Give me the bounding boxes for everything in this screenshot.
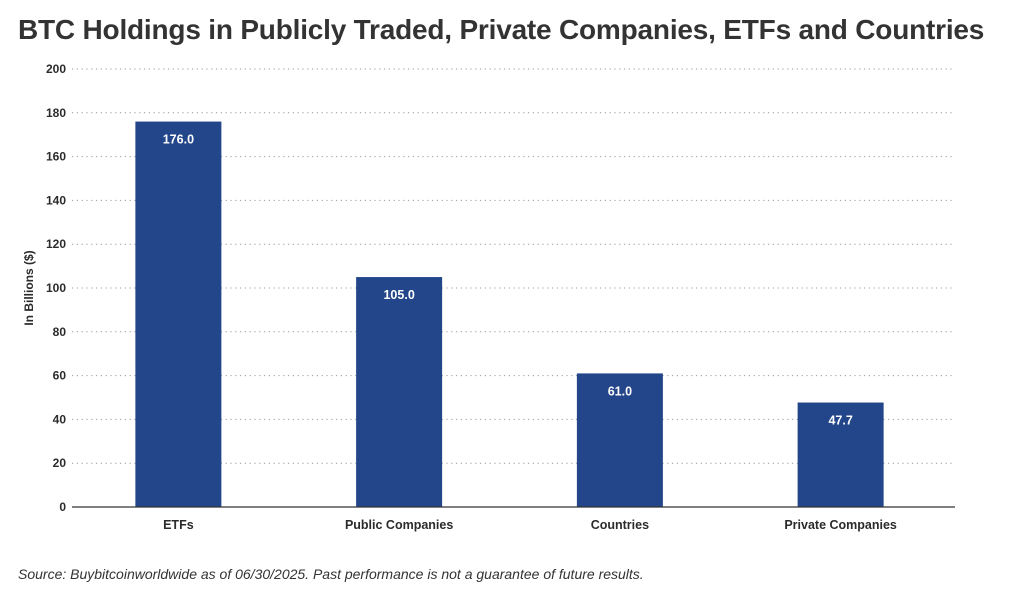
source-note: Source: Buybitcoinworldwide as of 06/30/… bbox=[18, 566, 644, 582]
bar-chart: 0 20 40 60 80 100 120 140 160 180 200 176.0 105.0 61… bbox=[22, 62, 955, 532]
y-tick-label: 160 bbox=[46, 150, 66, 164]
y-tick-label: 200 bbox=[46, 62, 66, 76]
bars bbox=[135, 121, 884, 507]
bar bbox=[356, 277, 443, 507]
y-axis-ticks: 0 20 40 60 80 100 120 140 160 180 200 bbox=[46, 62, 66, 514]
y-axis-label: In Billions ($) bbox=[22, 250, 36, 325]
y-tick-label: 100 bbox=[46, 281, 66, 295]
y-tick-label: 40 bbox=[53, 412, 67, 426]
x-category-label: ETFs bbox=[163, 518, 194, 532]
y-tick-label: 180 bbox=[46, 106, 66, 120]
x-axis-categories: ETFs Public Companies Countries Private Com… bbox=[163, 518, 897, 532]
x-category-label: Private Companies bbox=[784, 518, 897, 532]
bar bbox=[135, 121, 222, 507]
y-tick-label: 140 bbox=[46, 193, 66, 207]
bar-value-label: 47.7 bbox=[828, 414, 852, 428]
x-category-label: Public Companies bbox=[345, 518, 453, 532]
y-tick-label: 60 bbox=[53, 369, 67, 383]
y-tick-label: 120 bbox=[46, 237, 66, 251]
data-labels: 176.0 105.0 61.0 47.7 bbox=[163, 133, 853, 428]
y-tick-label: 80 bbox=[53, 325, 67, 339]
bar bbox=[797, 402, 884, 507]
bar-value-label: 61.0 bbox=[608, 384, 632, 398]
y-tick-label: 20 bbox=[53, 456, 67, 470]
bar-value-label: 105.0 bbox=[383, 288, 414, 302]
bar-value-label: 176.0 bbox=[163, 133, 194, 147]
x-category-label: Countries bbox=[591, 518, 649, 532]
y-tick-label: 0 bbox=[59, 500, 66, 514]
chart-title: BTC Holdings in Publicly Traded, Private… bbox=[18, 14, 985, 45]
bar bbox=[576, 373, 663, 507]
